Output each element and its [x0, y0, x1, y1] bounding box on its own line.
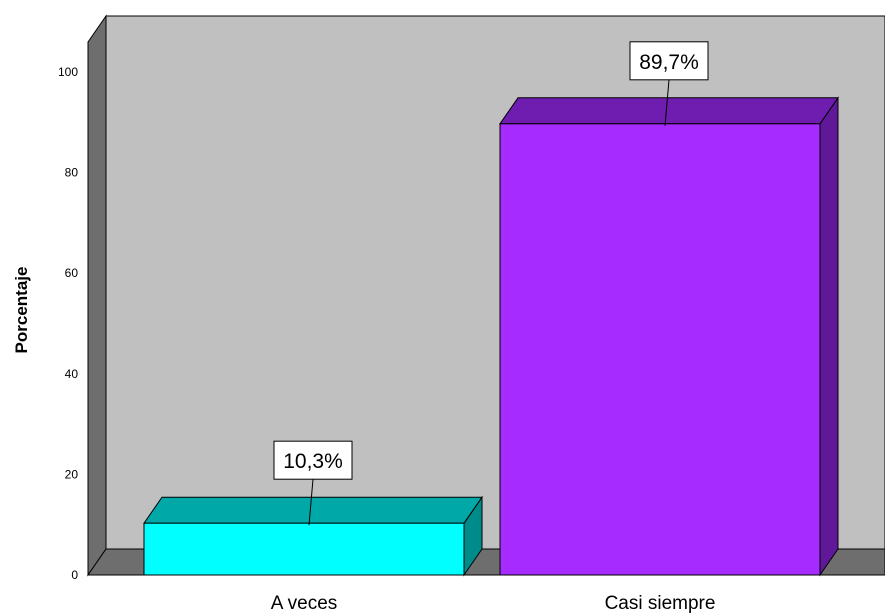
bar: 10,3% [143, 440, 483, 577]
x-tick-label: A veces [271, 593, 338, 614]
y-tick-label: 100 [58, 65, 78, 79]
y-tick-label: 40 [65, 367, 79, 381]
bar-side [819, 96, 839, 577]
bar-top [499, 97, 839, 125]
data-label-box [273, 440, 353, 480]
y-tick-label: 20 [65, 467, 79, 481]
y-tick-label: 60 [65, 266, 79, 280]
x-axis-categories: A veces Casi siempre [271, 593, 716, 614]
bar-front [499, 123, 821, 576]
x-tick-label: Casi siempre [605, 593, 716, 614]
bar-front [143, 522, 465, 576]
y-tick-label: 0 [71, 568, 78, 582]
y-tick-label: 80 [65, 166, 79, 180]
data-label-leader [664, 79, 670, 126]
data-label: 89,7% [639, 51, 699, 74]
data-label-box [629, 41, 709, 81]
data-label-leader [308, 479, 314, 526]
data-label: 10,3% [283, 450, 343, 473]
chart-side-wall [87, 14, 107, 577]
bars: 10,3% 89,7% [143, 41, 839, 577]
y-axis-label: Porcentaje [12, 267, 31, 354]
bar-top [143, 496, 483, 524]
bar: 89,7% [499, 41, 839, 577]
y-axis-ticks: 0 20 40 60 80 100 [58, 65, 78, 582]
